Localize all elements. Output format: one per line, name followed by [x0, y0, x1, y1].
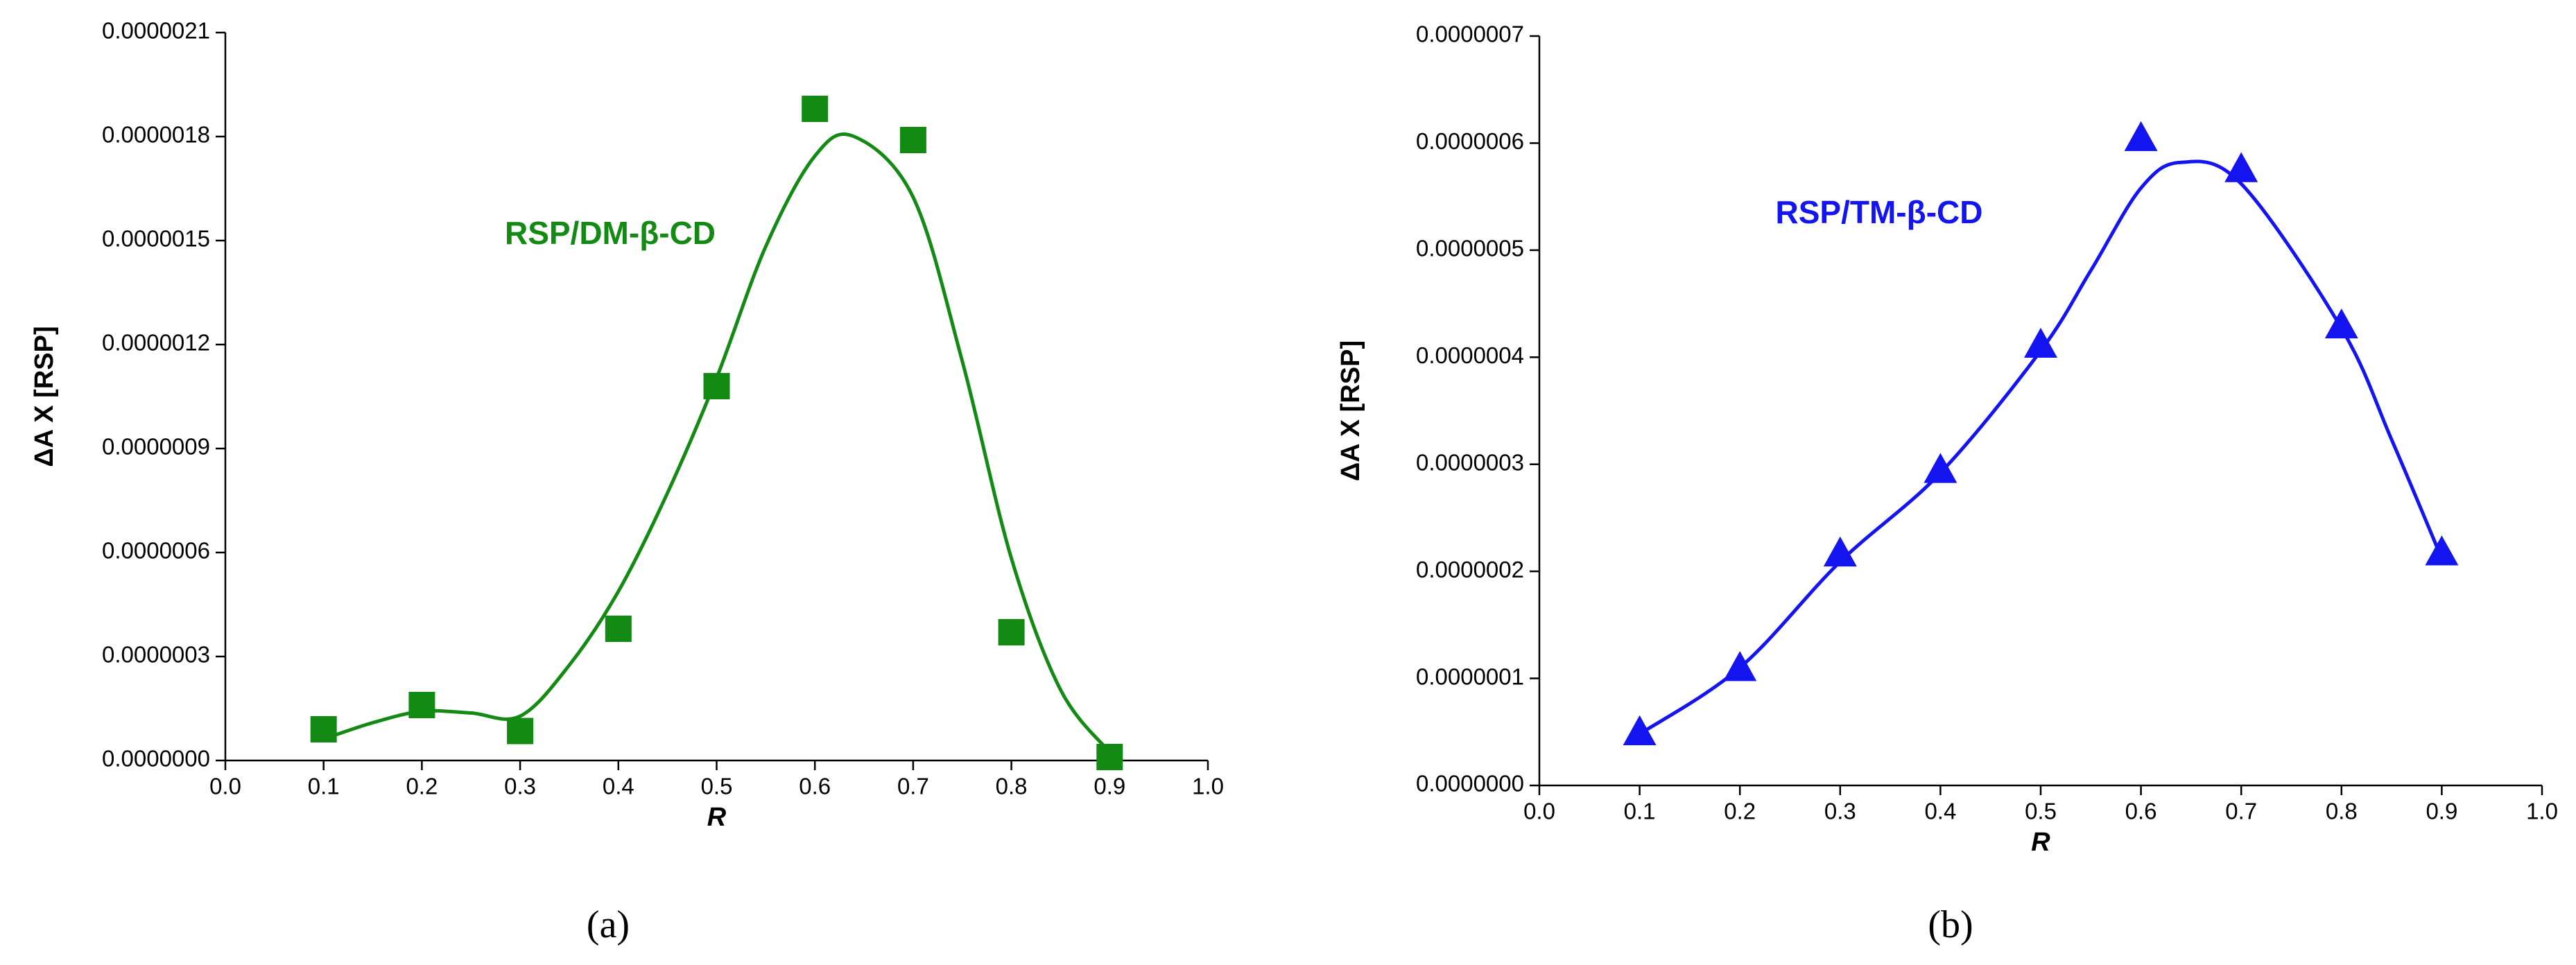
y-tick-label: 0.0000012 [102, 330, 210, 356]
caption: (a) [587, 903, 630, 946]
y-tick-label: 0.0000002 [1416, 557, 1524, 582]
x-axis-title: R [2031, 828, 2050, 857]
x-tick-label: 0.5 [2025, 799, 2057, 824]
x-tick-label: 0.0 [1523, 799, 1555, 824]
data-point [507, 718, 534, 745]
data-point [2224, 152, 2258, 182]
x-tick-label: 0.3 [1824, 799, 1856, 824]
y-axis-title: ΔA X [RSP] [30, 326, 59, 467]
annotation: RSP/DM-β-CD [505, 215, 716, 251]
y-tick-label: 0.0000018 [102, 122, 210, 148]
x-tick-label: 0.7 [897, 774, 929, 799]
y-tick-label: 0.0000004 [1416, 342, 1524, 368]
data-point [1723, 651, 1757, 681]
x-tick-label: 0.1 [1624, 799, 1656, 824]
data-point [1623, 715, 1657, 745]
data-point [2425, 535, 2459, 566]
x-tick-label: 0.1 [308, 774, 340, 799]
fit-curve [1639, 159, 2444, 736]
fit-curve [322, 132, 1112, 754]
data-point [899, 127, 926, 153]
x-tick-label: 0.6 [799, 774, 831, 799]
y-tick-label: 0.0000007 [1416, 21, 1524, 47]
data-point [2324, 308, 2358, 339]
x-tick-label: 0.5 [701, 774, 733, 799]
y-tick-label: 0.0000009 [102, 434, 210, 460]
x-tick-label: 1.0 [1192, 774, 1224, 799]
data-point [703, 373, 730, 399]
data-point [2124, 121, 2158, 151]
data-point [2024, 327, 2057, 358]
x-tick-label: 0.8 [2326, 799, 2358, 824]
x-tick-label: 0.8 [996, 774, 1028, 799]
x-tick-label: 0.9 [2426, 799, 2457, 824]
data-point [802, 96, 829, 122]
x-tick-label: 0.4 [1924, 799, 1956, 824]
x-tick-label: 0.3 [504, 774, 536, 799]
y-tick-label: 0.0000021 [102, 18, 210, 44]
x-tick-label: 0.2 [406, 774, 438, 799]
data-point [1096, 744, 1123, 770]
y-tick-label: 0.0000003 [1416, 449, 1524, 475]
data-point [310, 716, 337, 742]
x-tick-label: 0.7 [2225, 799, 2257, 824]
y-tick-label: 0.0000000 [1416, 771, 1524, 797]
x-tick-label: 0.4 [603, 774, 634, 799]
chart-panel: 0.00000000.00000010.00000020.00000030.00… [1336, 21, 2558, 946]
data-point [408, 692, 435, 718]
data-point [998, 619, 1025, 645]
data-point [1924, 453, 1957, 483]
y-tick-label: 0.0000003 [102, 642, 210, 668]
y-axis-title: ΔA X [RSP] [1336, 340, 1365, 481]
data-point [1823, 536, 1857, 567]
y-tick-label: 0.0000005 [1416, 236, 1524, 261]
annotation: RSP/TM-β-CD [1776, 194, 1983, 230]
x-tick-label: 0.0 [209, 774, 241, 799]
x-tick-label: 1.0 [2526, 799, 2558, 824]
y-tick-label: 0.0000001 [1416, 663, 1524, 689]
y-tick-label: 0.0000006 [1416, 128, 1524, 154]
caption: (b) [1928, 903, 1973, 946]
x-tick-label: 0.6 [2125, 799, 2157, 824]
y-tick-label: 0.0000015 [102, 226, 210, 252]
chart-panel: 0.00000000.00000030.00000060.00000090.00… [30, 18, 1224, 946]
data-point [605, 616, 632, 642]
x-axis-title: R [707, 803, 727, 832]
x-tick-label: 0.9 [1093, 774, 1125, 799]
x-tick-label: 0.2 [1724, 799, 1756, 824]
y-tick-label: 0.0000000 [102, 746, 210, 772]
y-tick-label: 0.0000006 [102, 538, 210, 564]
